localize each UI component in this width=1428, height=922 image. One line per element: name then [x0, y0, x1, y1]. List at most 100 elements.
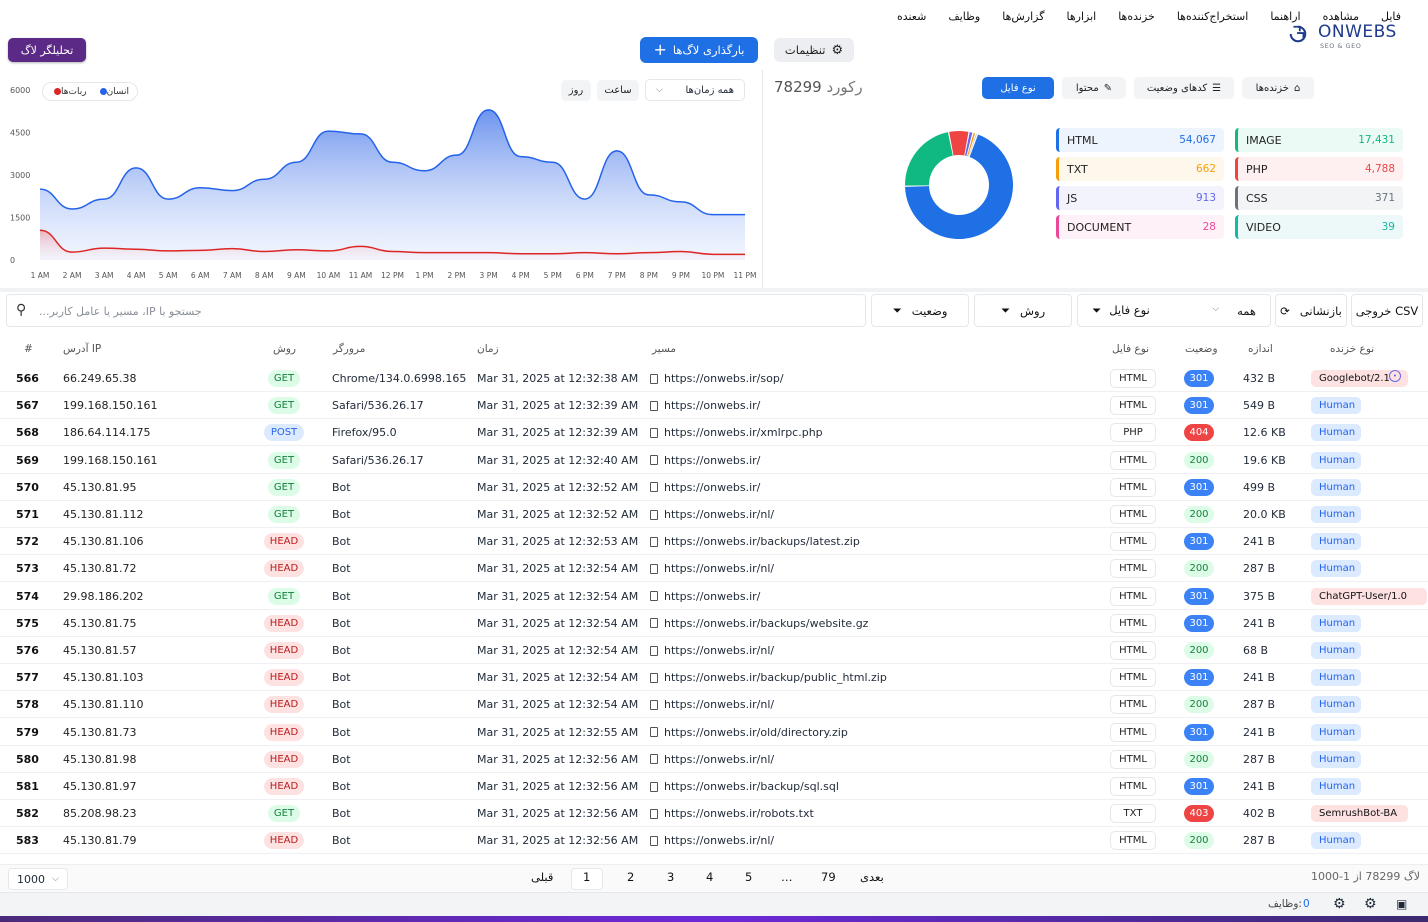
donut-slice-video[interactable] [970, 134, 980, 158]
file-type-card-image[interactable]: IMAGE 17,431 [1235, 128, 1403, 152]
prev-page-button[interactable]: قبلی [531, 870, 554, 884]
donut-slice-html[interactable] [905, 134, 1013, 239]
menu-item-7[interactable]: وظایف [948, 9, 981, 23]
donut-slice-js[interactable] [964, 132, 973, 156]
row-path[interactable]: https://onwebs.ir/ [650, 590, 760, 603]
col-crawler-type[interactable]: نوع خزنده [1330, 343, 1375, 355]
menu-item-5[interactable]: ابزارها [1066, 9, 1097, 23]
table-row[interactable]: 567 199.168.150.161 GET Safari/536.26.17… [0, 392, 1428, 420]
table-row[interactable]: 580 45.130.81.98 HEAD Bot Mar 31, 2025 a… [0, 746, 1428, 773]
next-page-button[interactable]: بعدی [860, 870, 884, 884]
legend-human[interactable]: انسان [97, 87, 129, 97]
row-path[interactable]: https://onwebs.ir/backups/website.gz [650, 617, 868, 630]
file-type-card-html[interactable]: HTML 54,067 [1056, 128, 1224, 152]
page-3-button[interactable]: 3 [667, 870, 675, 884]
settings-gear-icon[interactable]: ⚙ [1364, 896, 1377, 912]
col-path[interactable]: مسیر [652, 343, 676, 355]
menu-item-1[interactable]: مشاهده [1322, 9, 1359, 23]
time-range-select[interactable]: همه زمان‌ها ⌵ [645, 79, 745, 101]
tab-status-codes[interactable]: کدهای وضعیت ☰ [1134, 77, 1234, 99]
row-path[interactable]: https://onwebs.ir/backup/sql.sql [650, 780, 839, 793]
row-path[interactable]: https://onwebs.ir/nl/ [650, 644, 774, 657]
page-2-button[interactable]: 2 [627, 870, 635, 884]
page-1-button[interactable]: 1 [583, 870, 591, 884]
table-row[interactable]: 577 45.130.81.103 HEAD Bot Mar 31, 2025 … [0, 664, 1428, 692]
row-path[interactable]: https://onwebs.ir/nl/ [650, 753, 774, 766]
col-browser[interactable]: مرورگر [333, 343, 366, 355]
menu-item-2[interactable]: اراهنما [1270, 9, 1301, 23]
table-row[interactable]: 573 45.130.81.72 HEAD Bot Mar 31, 2025 a… [0, 555, 1428, 583]
col-status[interactable]: وضعیت [1185, 343, 1218, 355]
day-button[interactable]: روز [561, 80, 591, 101]
file-type-card-css[interactable]: CSS 371 [1235, 186, 1403, 210]
table-row[interactable]: 570 45.130.81.95 GET Bot Mar 31, 2025 at… [0, 474, 1428, 501]
col-ip[interactable]: آدرس IP [63, 343, 102, 355]
legend-bots[interactable]: ربات‌ها [51, 87, 87, 97]
row-path[interactable]: https://onwebs.ir/old/directory.zip [650, 726, 848, 739]
file-type-card-txt[interactable]: TXT 662 [1056, 157, 1224, 181]
table-row[interactable]: 583 45.130.81.79 HEAD Bot Mar 31, 2025 a… [0, 827, 1428, 855]
table-row[interactable]: 574 29.98.186.202 GET Bot Mar 31, 2025 a… [0, 583, 1428, 610]
menu-item-4[interactable]: خزنده‌ها [1118, 9, 1155, 23]
row-path[interactable]: https://onwebs.ir/ [650, 481, 760, 494]
table-row[interactable]: 575 45.130.81.75 HEAD Bot Mar 31, 2025 a… [0, 610, 1428, 637]
table-row[interactable]: 576 45.130.81.57 HEAD Bot Mar 31, 2025 a… [0, 637, 1428, 664]
donut-slice-php[interactable] [949, 131, 969, 156]
col-size[interactable]: اندازه [1248, 343, 1273, 355]
donut-slice-image[interactable] [905, 132, 953, 186]
preferences-gear-icon[interactable]: ⚙ [1333, 896, 1346, 912]
row-path[interactable]: https://onwebs.ir/sop/ [650, 372, 784, 385]
file-type-card-js[interactable]: JS 913 [1056, 186, 1224, 210]
hour-button[interactable]: ساعت [597, 80, 639, 101]
row-path[interactable]: https://onwebs.ir/robots.txt [650, 807, 814, 820]
col-time[interactable]: زمان [477, 343, 499, 355]
sidebar-toggle-icon[interactable]: ▣ [1396, 897, 1408, 911]
col-file-type[interactable]: نوع فایل [1112, 343, 1150, 355]
file-type-select[interactable]: ⌵ همه [1212, 304, 1256, 318]
file-type-filter[interactable]: ⏷ نوع فایل ⌵ همه [1077, 294, 1271, 327]
table-row[interactable]: 579 45.130.81.73 HEAD Bot Mar 31, 2025 a… [0, 719, 1428, 746]
row-path[interactable]: https://onwebs.ir/nl/ [650, 508, 774, 521]
method-filter-button[interactable]: ⏷ روش [974, 294, 1072, 327]
settings-button[interactable]: تنظیمات ⚙ [774, 38, 854, 62]
row-path[interactable]: https://onwebs.ir/nl/ [650, 562, 774, 575]
row-path[interactable]: https://onwebs.ir/xmlrpc.php [650, 426, 823, 439]
menu-item-8[interactable]: شعنده [896, 9, 927, 23]
row-path[interactable]: https://onwebs.ir/backups/latest.zip [650, 535, 860, 548]
table-row[interactable]: 581 45.130.81.97 HEAD Bot Mar 31, 2025 a… [0, 773, 1428, 800]
table-row[interactable]: 569 199.168.150.161 GET Safari/536.26.17… [0, 447, 1428, 474]
row-path[interactable]: https://onwebs.ir/backup/public_html.zip [650, 671, 887, 684]
donut-slice-document[interactable] [969, 134, 978, 157]
search-input[interactable]: ⚲ جستجو با IP، مسیر یا عامل کاربر... [6, 294, 866, 327]
upload-logs-button[interactable]: + بارگذاری لاگ‌ها [640, 37, 758, 63]
row-path[interactable]: https://onwebs.ir/nl/ [650, 698, 774, 711]
file-type-card-video[interactable]: VIDEO 39 [1235, 215, 1403, 239]
file-type-card-php[interactable]: PHP 4,788 [1235, 157, 1403, 181]
row-path[interactable]: https://onwebs.ir/nl/ [650, 834, 774, 847]
table-row[interactable]: 568 186.64.114.175 POST Firefox/95.0 Mar… [0, 419, 1428, 447]
export-csv-button[interactable]: خروجی CSV [1351, 294, 1423, 327]
reset-button[interactable]: ⟳ بازنشانی [1275, 294, 1347, 327]
menu-item-0[interactable]: فایل [1380, 9, 1401, 23]
table-row[interactable]: 572 45.130.81.106 HEAD Bot Mar 31, 2025 … [0, 528, 1428, 556]
table-row[interactable]: 582 85.208.98.23 GET Bot Mar 31, 2025 at… [0, 800, 1428, 828]
file-type-card-document[interactable]: DOCUMENT 28 [1056, 215, 1224, 239]
log-analyzer-button[interactable]: تحلیلگر لاگ [8, 38, 86, 62]
menu-item-3[interactable]: استخراج‌کننده‌ها [1176, 9, 1249, 23]
tab-file-type[interactable]: نوع فایل [982, 77, 1054, 99]
status-filter-button[interactable]: ⏷ وضعیت [871, 294, 969, 327]
row-path[interactable]: https://onwebs.ir/ [650, 454, 760, 467]
table-row[interactable]: 566 66.249.65.38 GET Chrome/134.0.6998.1… [0, 365, 1428, 392]
donut-slice-txt[interactable] [967, 133, 976, 157]
menu-item-6[interactable]: گزارش‌ها [1002, 9, 1045, 23]
verified-bot-icon[interactable]: • [1389, 370, 1401, 382]
page-79-button[interactable]: 79 [821, 870, 836, 884]
tab-content[interactable]: محتوا ✎ [1062, 77, 1126, 99]
tab-crawlers[interactable]: خزنده‌ها ⌂ [1242, 77, 1314, 99]
donut-slice-css[interactable] [968, 133, 977, 157]
table-row[interactable]: 578 45.130.81.110 HEAD Bot Mar 31, 2025 … [0, 691, 1428, 719]
row-path[interactable]: https://onwebs.ir/ [650, 399, 760, 412]
table-row[interactable]: 571 45.130.81.112 GET Bot Mar 31, 2025 a… [0, 501, 1428, 528]
col-method[interactable]: روش [273, 343, 296, 355]
page-4-button[interactable]: 4 [706, 870, 714, 884]
